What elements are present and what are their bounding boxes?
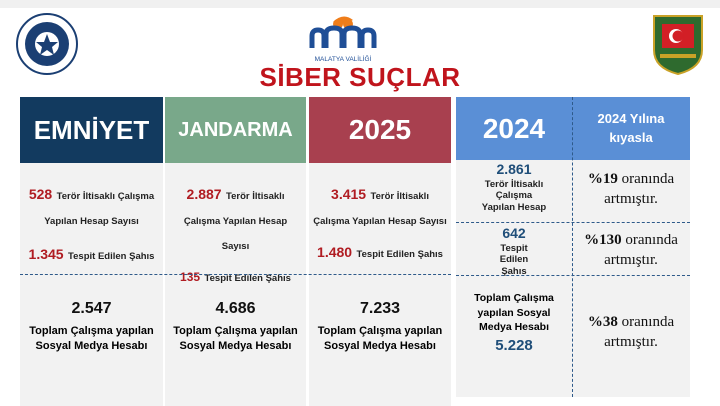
emniyet-total-value: 2.547 [71, 300, 112, 317]
jandarma-total-value: 4.686 [215, 300, 256, 317]
police-emblem-logo [16, 13, 78, 75]
row-2-percent: %130 [584, 232, 622, 248]
emniyet-persons-value: 1.345 [28, 245, 64, 262]
year-2025-accounts-label: Terör İltisaklı Çalışma Yapılan Hesap Sa… [313, 191, 447, 227]
emniyet-header: EMNİYET [20, 97, 163, 163]
top-bar [0, 0, 720, 8]
year-2025-total-label: Toplam Çalışma yapılan Sosyal Medya Hesa… [317, 324, 443, 353]
row-3-change: %38 oranında artmıştır. [572, 312, 690, 353]
row-3-change-text: oranında artmıştır. [604, 314, 675, 351]
column-divider [572, 97, 573, 397]
emniyet-column: EMNİYET 528 Terör İltisaklı Çalışma Yapı… [20, 97, 163, 406]
row-1-label: Terör İltisaklı Çalışma Yapılan Hesap [481, 178, 547, 214]
row-2-value: 642 [502, 225, 526, 241]
emniyet-accounts-value: 528 [28, 186, 53, 202]
row-2-change: %130 oranında artmıştır. [572, 230, 690, 271]
comparison-panel: 2024 2024 Yılına kıyasla 2.861 Terör İlt… [456, 97, 690, 397]
year-2025-persons-value: 1.480 [317, 243, 353, 260]
malatya-valiligi-logo [309, 16, 377, 48]
row-1-change-text: oranında artmıştır. [604, 171, 675, 208]
emniyet-accounts-label: Terör İltisaklı Çalışma Yapılan Hesap Sa… [44, 191, 155, 227]
emniyet-total-label: Toplam Çalışma yapılan Sosyal Medya Hesa… [29, 324, 154, 353]
jandarma-persons-label: Tespit Edilen Şahıs [204, 273, 291, 285]
row-1-percent: %19 [587, 171, 618, 187]
row-divider [456, 275, 690, 276]
jandarma-emblem-logo [653, 15, 703, 76]
year-2025-persons-label: Tespit Edilen Şahıs [356, 248, 443, 260]
comparison-row-3: Toplam Çalışma yapılan Sosyal Medya Hesa… [456, 291, 572, 356]
year-2025-header: 2025 [309, 97, 451, 163]
year-2025-column: 2025 3.415 Terör İltisaklı Çalışma Yapıl… [309, 97, 451, 406]
emniyet-accounts: 528 Terör İltisaklı Çalışma Yapılan Hesa… [20, 183, 163, 233]
compare-header: 2024 Yılına kıyasla [597, 111, 665, 145]
row-1-value: 2.861 [496, 161, 532, 177]
emniyet-persons-label: Tespit Edilen Şahıs [68, 250, 155, 262]
year-2025-total-value: 7.233 [359, 300, 401, 317]
row-3-label: Toplam Çalışma yapılan Sosyal Medya Hesa… [474, 292, 554, 334]
jandarma-column: JANDARMA 2.887 Terör İltisaklı Çalışma Y… [165, 97, 306, 406]
row-2-label: Tespit Edilen Şahıs [499, 242, 529, 278]
jandarma-header: JANDARMA [165, 97, 306, 163]
jandarma-accounts-label: Terör İltisaklı Çalışma Yapılan Hesap Sa… [183, 191, 288, 252]
jandarma-persons-value: 135 [180, 270, 201, 285]
comparison-row-1: 2.861 Terör İltisaklı Çalışma Yapılan He… [456, 161, 572, 214]
jandarma-accounts-value: 2.887 [186, 186, 222, 202]
row-divider [456, 222, 690, 223]
row-3-percent: %38 [587, 314, 618, 330]
row-2-change-text: oranında artmıştır. [604, 232, 678, 269]
comparison-row-2: 642 Tespit Edilen Şahıs [456, 225, 572, 278]
jandarma-total-label: Toplam Çalışma yapılan Sosyal Medya Hesa… [173, 324, 298, 353]
row-3-value: 5.228 [495, 337, 533, 355]
page-title: SİBER SUÇLAR [259, 62, 461, 92]
year-2024-header: 2024 [482, 112, 546, 144]
row-divider [20, 274, 451, 275]
malatya-valiligi-text: MALATYA VALİLİĞİ [314, 56, 372, 63]
year-2025-accounts-value: 3.415 [331, 186, 367, 202]
row-1-change: %19 oranında artmıştır. [572, 169, 690, 210]
